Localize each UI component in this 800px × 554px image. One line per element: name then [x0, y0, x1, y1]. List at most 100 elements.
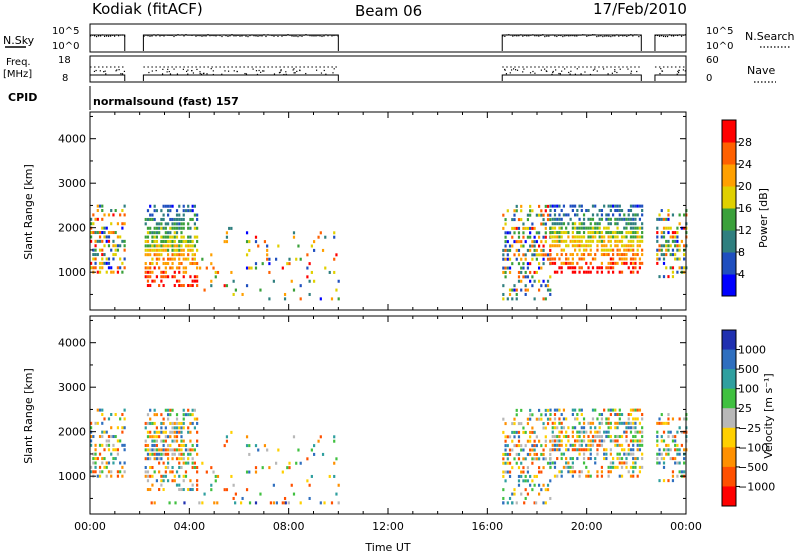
power-cell [531, 240, 534, 244]
power-cell [660, 209, 663, 213]
velocity-cell [511, 439, 514, 443]
velocity-cell [158, 457, 161, 461]
power-cell [178, 270, 181, 274]
power-cell [620, 217, 624, 221]
power-cell [600, 231, 604, 235]
freq-scatter-dot [561, 70, 563, 72]
nsky-segment [501, 34, 642, 51]
velocity-cell [151, 466, 154, 470]
velocity-cell [153, 435, 156, 439]
velocity-cell [660, 452, 663, 456]
power-cell [149, 262, 152, 266]
nsky-noise-dot [201, 35, 203, 37]
velocity-xlabel: Time UT [364, 541, 410, 554]
velocity-cell [594, 408, 597, 412]
power-cell [598, 226, 601, 230]
power-cell [182, 257, 185, 261]
velocity-cell [636, 443, 639, 447]
velocity-cell [565, 448, 568, 452]
velocity-cell [533, 444, 536, 448]
velocity-cell [166, 461, 170, 465]
power-cell [632, 253, 635, 257]
velocity-cell [556, 439, 559, 443]
power-cell [540, 253, 543, 257]
nsky-noise-dot [118, 35, 120, 37]
velocity-cell [257, 448, 260, 452]
freq-scatter-dot [294, 72, 296, 74]
power-cell [680, 266, 683, 270]
velocity-cell [667, 448, 670, 452]
power-cell [537, 266, 541, 270]
freq-scatter-dot [236, 70, 238, 73]
velocity-cell [182, 452, 185, 456]
nsky-noise-dot [628, 34, 630, 37]
power-cell [515, 297, 518, 301]
velocity-cell [254, 470, 258, 474]
velocity-cell [669, 430, 672, 434]
power-cell [567, 222, 570, 226]
velocity-cell [625, 452, 628, 456]
power-cell [166, 222, 170, 226]
velocity-cell [533, 448, 536, 452]
velocity-cell [114, 435, 117, 439]
power-cell [580, 222, 583, 226]
power-cell [558, 226, 561, 230]
power-cell [272, 279, 275, 283]
velocity-cell [560, 426, 563, 430]
power-cell [614, 209, 617, 213]
freq-scatter-dot [200, 73, 203, 75]
velocity-cell [313, 452, 316, 456]
power-cell [641, 261, 644, 265]
power-cell [196, 284, 199, 288]
freq-scatter-dot [614, 69, 616, 71]
velocity-cell [594, 430, 597, 434]
power-cell [178, 279, 181, 283]
power-cell [162, 204, 165, 208]
power-cell [558, 266, 561, 270]
velocity-cell [153, 443, 156, 447]
power-cell [317, 235, 320, 239]
nave-segment [89, 74, 126, 81]
velocity-cell [620, 448, 624, 452]
velocity-cell [173, 452, 176, 456]
power-cell [594, 235, 597, 239]
velocity-cell [513, 492, 516, 496]
power-cell [625, 222, 628, 226]
power-cell [92, 257, 95, 261]
power-cell [90, 222, 93, 226]
power-cell [549, 235, 552, 239]
velocity-cell [558, 417, 561, 421]
power-cell [522, 235, 525, 239]
power-cell [607, 226, 610, 230]
velocity-cell [335, 457, 338, 461]
velocity-cell [162, 421, 165, 425]
power-cell [565, 231, 568, 235]
power-cell [667, 248, 670, 252]
power-cell [230, 270, 233, 274]
freq-scatter-dot [227, 70, 230, 72]
velocity-cell [171, 466, 174, 470]
freq-scatter-dot [203, 72, 205, 74]
velocity-cell [574, 470, 577, 474]
power-cell [560, 266, 563, 270]
power-cell [662, 235, 666, 239]
nsky-noise-dot [185, 34, 187, 36]
power-cell [600, 235, 604, 239]
power-cell [549, 275, 552, 279]
power-cell [119, 244, 122, 248]
velocity-cell [110, 426, 113, 430]
power-cell [616, 226, 619, 230]
velocity-cell [234, 501, 237, 505]
power-cell [151, 279, 154, 283]
velocity-cell [656, 461, 659, 465]
power-cells [90, 204, 688, 301]
power-cell [517, 240, 521, 244]
nsky-noise-dot [94, 35, 96, 37]
power-cell [166, 248, 170, 252]
velocity-cell [160, 452, 163, 456]
velocity-cell [537, 492, 541, 496]
velocity-cell [607, 430, 610, 434]
nsky-noise-dot [273, 35, 275, 37]
velocity-cell [553, 408, 557, 412]
velocity-cell [162, 439, 165, 443]
